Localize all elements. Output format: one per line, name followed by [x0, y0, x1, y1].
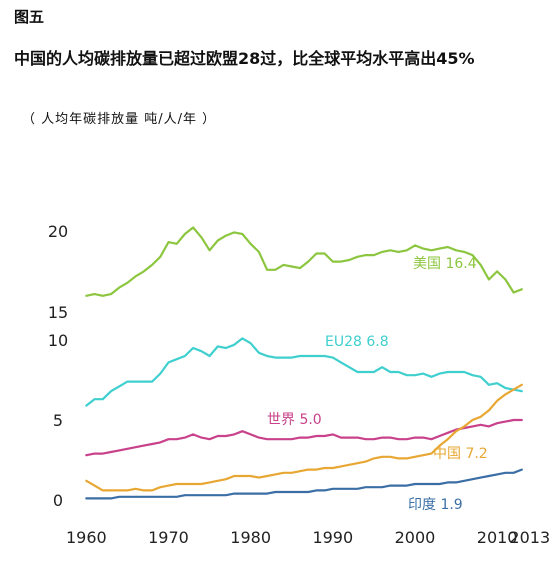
y-axis-label: （ 人均年碳排放量 吨/人/年 ） [22, 112, 217, 127]
x-tick-label: 2010 [477, 528, 518, 547]
series-label-印度: 印度 1.9 [408, 497, 463, 513]
x-tick-label: 1990 [312, 528, 353, 547]
x-tick-label: 2000 [395, 528, 436, 547]
series-label-世界: 世界 5.0 [267, 412, 322, 428]
series-label-中国: 中国 7.2 [433, 446, 488, 462]
series-label-EU28: EU28 6.8 [325, 334, 389, 350]
x-tick-label: 1980 [230, 528, 271, 547]
series-label-美国: 美国 16.4 [413, 256, 477, 272]
x-tick-label: 1960 [66, 528, 107, 547]
series-line-世界 [85, 418, 523, 457]
series-line-印度 [85, 468, 523, 500]
series-line-中国 [85, 383, 523, 492]
series-line-EU28 [85, 337, 523, 407]
x-tick-label: 2013 [509, 528, 550, 547]
y-tick-label: 0 [53, 491, 63, 510]
y-tick-label: 10 [48, 331, 68, 350]
y-tick-label: 15 [48, 303, 68, 322]
chart-title: 中国的人均碳排放量已超过欧盟28过，比全球平均水平高出45% [14, 49, 475, 68]
y-tick-label: 20 [48, 222, 68, 241]
figure-label: 图五 [14, 8, 45, 26]
y-tick-label: 5 [53, 411, 63, 430]
x-tick-label: 1970 [148, 528, 189, 547]
series-line-美国 [85, 226, 523, 297]
